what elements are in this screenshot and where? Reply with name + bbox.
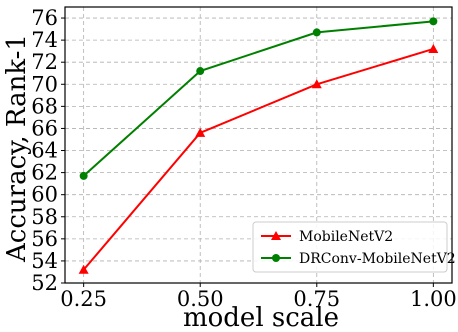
data-point — [79, 171, 88, 180]
x-tick-label: 0.25 — [60, 287, 107, 311]
y-tick-label: 74 — [31, 28, 58, 52]
y-axis-label: Accuracy, Rank-1 — [2, 34, 32, 263]
data-series — [78, 17, 439, 274]
y-tick-label: 54 — [31, 249, 58, 273]
y-tick-label: 56 — [31, 227, 58, 251]
y-tick-label: 64 — [31, 139, 58, 163]
series-mobilenetv2 — [78, 43, 439, 274]
y-tick-label: 52 — [31, 271, 58, 295]
data-point — [78, 264, 89, 274]
y-tick-label: 72 — [31, 50, 58, 74]
legend-marker — [271, 231, 281, 240]
y-tick-label: 60 — [31, 183, 58, 207]
data-point — [311, 79, 322, 89]
y-tick-label: 70 — [31, 72, 58, 96]
y-tick-label: 68 — [31, 94, 58, 118]
series-drconv-mobilenetv2 — [79, 17, 438, 180]
y-tick-label: 58 — [31, 205, 58, 229]
legend-marker — [272, 254, 280, 262]
x-tick-label: 0.75 — [293, 287, 340, 311]
series-line — [82, 20, 434, 177]
x-tick-label: 1.00 — [410, 287, 457, 311]
x-axis-label: model scale — [183, 303, 339, 332]
data-point — [428, 43, 439, 53]
y-tick-label: 66 — [31, 116, 58, 140]
legend-box — [252, 221, 448, 273]
y-tick-label: 76 — [31, 6, 58, 30]
x-axis-ticks: 0.25 0.50 0.75 1.00 — [60, 283, 457, 311]
data-point — [195, 127, 206, 137]
y-tick-label: 62 — [31, 161, 58, 185]
legend-label: MobileNetV2 — [299, 229, 393, 245]
legend-label: DRConv-MobileNetV2 — [299, 251, 456, 267]
plot-frame — [64, 6, 453, 284]
legend: MobileNetV2 DRConv-MobileNetV2 — [252, 221, 456, 273]
x-tick-label: 0.50 — [177, 287, 224, 311]
data-point — [429, 17, 438, 26]
data-point — [196, 67, 205, 76]
data-point — [312, 28, 321, 37]
series-line — [82, 47, 434, 271]
